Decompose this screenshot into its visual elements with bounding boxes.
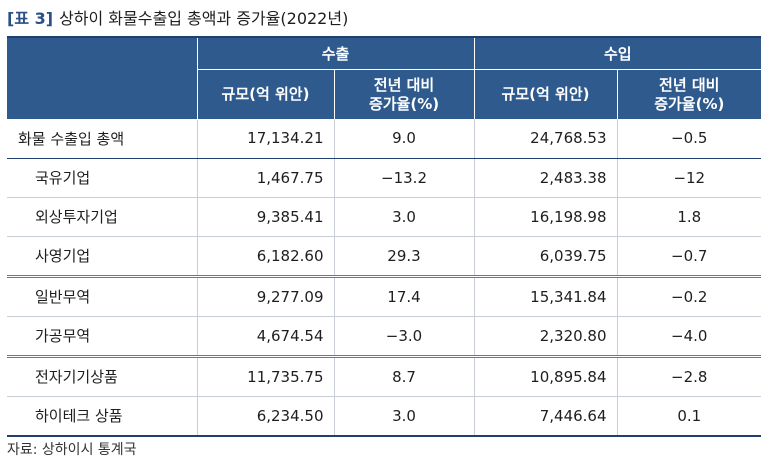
export-scale-cell: 9,277.09	[196, 276, 334, 317]
table-number: [표 3]	[7, 9, 54, 28]
header-import: 수입	[473, 38, 762, 70]
table-row: 일반무역 9,277.09 17.4 15,341.84 −0.2	[7, 276, 762, 317]
export-growth-cell: 9.0	[333, 119, 475, 159]
header-corner	[7, 38, 197, 120]
table-caption: [표 3] 상하이 화물수출입 총액과 증가율(2022년)	[7, 4, 348, 34]
export-growth-cell: −13.2	[333, 158, 475, 198]
header-export-scale: 규모(억 위안)	[196, 69, 334, 119]
header-import-scale: 규모(억 위안)	[473, 69, 618, 119]
export-growth-cell: 29.3	[333, 236, 475, 278]
export-scale-cell: 17,134.21	[196, 119, 334, 159]
import-growth-cell: −0.5	[616, 119, 762, 159]
header-export-growth: 전년 대비 증가율(%)	[333, 69, 475, 119]
export-scale-cell: 1,467.75	[196, 158, 334, 198]
export-growth-cell: −3.0	[333, 316, 475, 358]
table-row: 외상투자기업 9,385.41 3.0 16,198.98 1.8	[7, 197, 762, 237]
import-scale-cell: 10,895.84	[473, 356, 618, 397]
export-growth-cell: 3.0	[333, 197, 475, 237]
row-label: 사영기업	[7, 236, 197, 278]
row-label: 일반무역	[7, 276, 197, 317]
table-row: 국유기업 1,467.75 −13.2 2,483.38 −12	[7, 158, 762, 198]
top-rule	[7, 36, 761, 38]
table-row: 하이테크 상품 6,234.50 3.0 7,446.64 0.1	[7, 396, 762, 437]
import-scale-cell: 7,446.64	[473, 396, 618, 437]
export-scale-cell: 4,674.54	[196, 316, 334, 358]
header-row-top: 수출 수입	[7, 38, 762, 120]
table-row: 화물 수출입 총액 17,134.21 9.0 24,768.53 −0.5	[7, 119, 762, 159]
import-scale-cell: 2,483.38	[473, 158, 618, 198]
import-growth-cell: −0.2	[616, 276, 762, 317]
export-scale-cell: 6,182.60	[196, 236, 334, 278]
header-export: 수출	[196, 38, 475, 70]
row-label: 하이테크 상품	[7, 396, 197, 437]
trade-table: 수출 수입 규모(억 위안) 전년 대비 증가율(%) 규모(억 위안) 전년 대…	[7, 38, 762, 437]
import-scale-cell: 2,320.80	[473, 316, 618, 358]
import-scale-cell: 15,341.84	[473, 276, 618, 317]
import-scale-cell: 16,198.98	[473, 197, 618, 237]
row-label: 가공무역	[7, 316, 197, 358]
import-scale-cell: 6,039.75	[473, 236, 618, 278]
export-scale-cell: 11,735.75	[196, 356, 334, 397]
table-row: 사영기업 6,182.60 29.3 6,039.75 −0.7	[7, 236, 762, 278]
row-label: 외상투자기업	[7, 197, 197, 237]
import-growth-cell: −12	[616, 158, 762, 198]
import-growth-cell: 0.1	[616, 396, 762, 437]
row-label: 전자기기상품	[7, 356, 197, 397]
table-row: 전자기기상품 11,735.75 8.7 10,895.84 −2.8	[7, 356, 762, 397]
import-growth-cell: −4.0	[616, 316, 762, 358]
source-note: 자료: 상하이시 통계국	[7, 442, 137, 458]
row-label: 화물 수출입 총액	[7, 119, 197, 159]
table-title: 상하이 화물수출입 총액과 증가율(2022년)	[59, 9, 349, 28]
header-import-growth: 전년 대비 증가율(%)	[616, 69, 762, 119]
header-row-sub: 규모(억 위안) 전년 대비 증가율(%) 규모(억 위안) 전년 대비 증가율(%…	[7, 69, 762, 119]
import-growth-cell: −0.7	[616, 236, 762, 278]
row-label: 국유기업	[7, 158, 197, 198]
export-growth-cell: 3.0	[333, 396, 475, 437]
export-growth-cell: 8.7	[333, 356, 475, 397]
import-growth-cell: −2.8	[616, 356, 762, 397]
export-growth-cell: 17.4	[333, 276, 475, 317]
export-scale-cell: 6,234.50	[196, 396, 334, 437]
export-scale-cell: 9,385.41	[196, 197, 334, 237]
import-growth-cell: 1.8	[616, 197, 762, 237]
table-row: 가공무역 4,674.54 −3.0 2,320.80 −4.0	[7, 316, 762, 358]
import-scale-cell: 24,768.53	[473, 119, 618, 159]
